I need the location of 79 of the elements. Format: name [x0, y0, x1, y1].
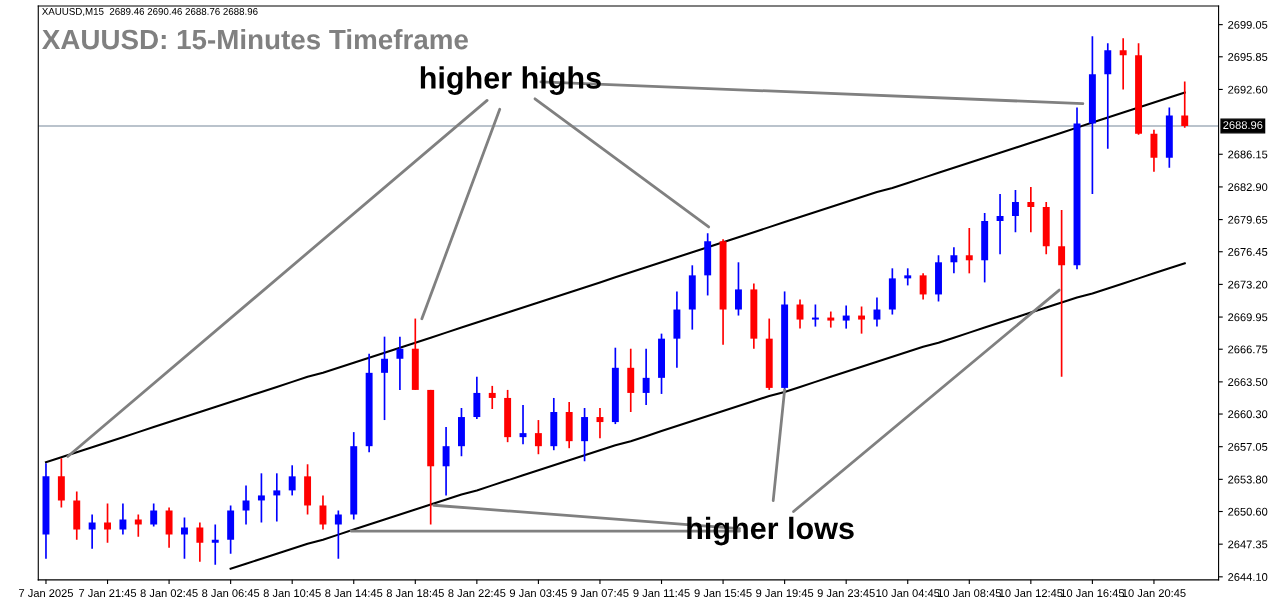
- y-tick-label: 2657.05: [1228, 442, 1268, 451]
- candlestick: [381, 335, 388, 421]
- candlestick: [488, 385, 496, 410]
- candlestick: [596, 407, 604, 439]
- candlestick: [396, 335, 404, 391]
- candlestick: [1119, 37, 1127, 91]
- candlestick: [1181, 80, 1189, 129]
- x-tick-label: 10 Jan 08:45: [938, 589, 1001, 598]
- candlestick: [950, 246, 958, 275]
- candlestick: [796, 298, 804, 330]
- candlestick: [288, 464, 296, 497]
- y-tick-label: 2653.80: [1228, 475, 1268, 484]
- x-tick-label: 7 Jan 2025: [19, 589, 73, 598]
- candlestick: [827, 310, 835, 329]
- candlestick: [965, 227, 973, 275]
- x-tick-label: 8 Jan 14:45: [325, 589, 383, 598]
- annotation: higher lows: [687, 516, 854, 546]
- candlestick: [196, 521, 204, 563]
- candlestick: [811, 303, 819, 328]
- candlestick: [1011, 189, 1019, 233]
- y-tick-label: 2699.05: [1228, 20, 1268, 29]
- candlestick: [1027, 186, 1035, 233]
- x-tick-label: 9 Jan 23:45: [817, 589, 875, 598]
- y-tick-label: 2647.35: [1228, 540, 1268, 549]
- candlestick: [273, 472, 281, 523]
- x-tick-label: 9 Jan 11:45: [633, 589, 690, 598]
- candlestick: [534, 419, 542, 456]
- candlestick: [119, 502, 127, 536]
- candlestick: [211, 523, 219, 566]
- candlestick: [996, 193, 1004, 256]
- candlestick: [319, 494, 327, 531]
- x-tick-label: 8 Jan 22:45: [448, 589, 506, 598]
- y-tick-label: 2669.95: [1228, 313, 1268, 322]
- y-tick-label: 2663.50: [1228, 378, 1268, 387]
- candlestick: [150, 502, 158, 528]
- y-tick-label: 2682.90: [1228, 183, 1268, 192]
- candlestick: [134, 513, 142, 538]
- ref-line-label: 2688.96: [1223, 121, 1263, 130]
- chart-subtitle: XAUUSD,M15 2689.46 2690.46 2688.76 2688.96: [42, 8, 258, 17]
- y-tick-label: 2695.85: [1228, 53, 1268, 61]
- x-tick-label: 9 Jan 07:45: [571, 589, 629, 598]
- y-tick-label: 2660.30: [1228, 410, 1268, 419]
- candlestick: [919, 272, 927, 301]
- text: XAUUSD: 15-Minutes Timeframe: [42, 28, 468, 50]
- candlestick: [904, 267, 912, 287]
- line-series: [229, 262, 1186, 570]
- x-tick-label: 8 Jan 18:45: [386, 589, 444, 598]
- y-tick-label: 2679.65: [1228, 215, 1268, 224]
- x-tick-label: 8 Jan 10:45: [263, 589, 321, 598]
- candlestick: [88, 513, 96, 550]
- y-tick-label: 2666.75: [1228, 345, 1268, 354]
- annotation: higher highs: [420, 66, 601, 95]
- y-tick-label: 2686.15: [1228, 150, 1268, 159]
- y-tick-label: 2673.20: [1228, 280, 1268, 289]
- y-tick-label: 2676.45: [1228, 248, 1268, 256]
- candlestick: [842, 304, 850, 330]
- candlestick: [735, 261, 742, 317]
- candlestick: [257, 472, 265, 524]
- candlestick: [104, 502, 111, 544]
- y-tick-label: 2650.60: [1228, 507, 1268, 516]
- x-tick-label: 7 Jan 21:45: [79, 589, 137, 598]
- x-tick-label: 9 Jan 03:45: [509, 589, 567, 598]
- candlestick: [442, 426, 450, 497]
- candlestick: [642, 347, 650, 406]
- y-tick-label: 2692.60: [1228, 85, 1268, 94]
- x-tick-label: 8 Jan 02:45: [140, 589, 198, 598]
- x-tick-label: 9 Jan 15:45: [694, 589, 752, 598]
- x-tick-label: 8 Jan 06:45: [202, 589, 260, 598]
- candlestick: [1058, 209, 1066, 378]
- candlestick: [873, 296, 881, 328]
- candlestick: [858, 305, 866, 335]
- candlestick: [334, 509, 342, 560]
- x-tick-label: 9 Jan 19:45: [756, 589, 814, 598]
- candlestick: [181, 516, 188, 560]
- y-tick-label: 2644.10: [1228, 573, 1268, 581]
- x-tick-label: 10 Jan 04:45: [876, 589, 940, 598]
- candlestick: [242, 484, 250, 526]
- x-tick-label: 10 Jan 12:45: [999, 589, 1063, 598]
- x-tick-label: 10 Jan 20:45: [1122, 589, 1186, 598]
